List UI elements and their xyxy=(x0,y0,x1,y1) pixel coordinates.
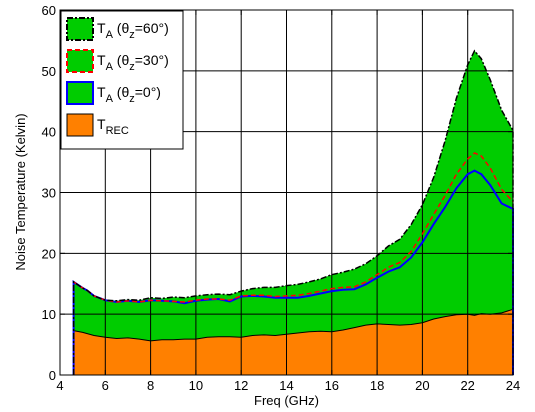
x-tick-label: 8 xyxy=(147,378,154,393)
y-tick-label: 20 xyxy=(42,246,56,261)
y-axis-label: Noise Temperature (Kelvin) xyxy=(13,113,28,270)
x-tick-label: 18 xyxy=(370,378,384,393)
y-tick-label: 0 xyxy=(49,368,56,383)
x-tick-label: 6 xyxy=(102,378,109,393)
x-tick-label: 4 xyxy=(56,378,63,393)
area-fill-t-rec xyxy=(73,309,513,375)
x-tick-label: 24 xyxy=(506,378,520,393)
y-tick-label: 40 xyxy=(42,125,56,140)
x-tick-label: 20 xyxy=(415,378,429,393)
x-tick-label: 16 xyxy=(325,378,339,393)
legend-label: TA (θz=60°) xyxy=(97,20,169,41)
series-line-ta-0 xyxy=(72,169,514,375)
y-tick-label: 50 xyxy=(42,64,56,79)
series-line-t-rec xyxy=(73,308,514,342)
legend-label: TA (θz=0°) xyxy=(97,84,161,105)
legend-swatch xyxy=(66,49,94,73)
legend-swatch xyxy=(66,17,94,41)
y-tick-label: 60 xyxy=(42,3,56,18)
legend-label: TA (θz=30°) xyxy=(97,52,169,73)
legend-label: TREC xyxy=(97,116,129,137)
y-tick-label: 10 xyxy=(42,307,56,322)
legend-swatch xyxy=(66,113,94,137)
legend-swatch xyxy=(66,81,94,105)
x-tick-label: 12 xyxy=(234,378,248,393)
axis-ticks: 4 6 8 10 12 14 16 18 20 22 24 0 10 20 30 40 50 60 xyxy=(42,3,521,393)
x-tick-label: 22 xyxy=(460,378,474,393)
area-fills xyxy=(73,50,513,376)
area-fill-ta-60 xyxy=(73,50,513,376)
series-line-ta-30 xyxy=(73,152,514,303)
x-axis-label: Freq (GHz) xyxy=(254,393,319,408)
legend: TA (θz=60°) TA (θz=30°) TA (θz=0°) TREC xyxy=(60,10,184,150)
x-tick-label: 10 xyxy=(189,378,203,393)
y-tick-label: 30 xyxy=(42,186,56,201)
series-lines xyxy=(72,49,514,375)
x-tick-label: 14 xyxy=(279,378,293,393)
